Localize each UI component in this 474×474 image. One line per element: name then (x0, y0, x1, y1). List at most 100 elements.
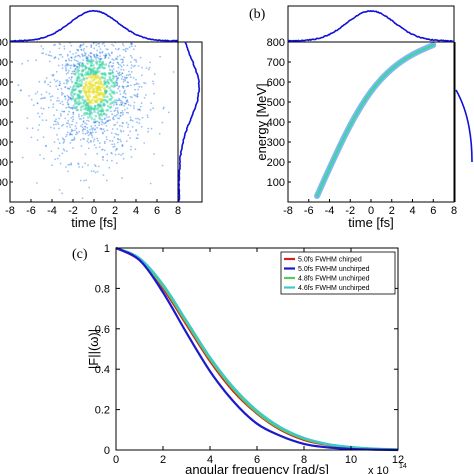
scatter-point (87, 120, 90, 122)
scatter-point (89, 133, 91, 136)
scatter-point (100, 128, 102, 131)
scatter-point (139, 109, 142, 112)
scatter-point (52, 73, 55, 76)
scatter-point (103, 87, 106, 91)
scatter-point (107, 119, 110, 122)
scatter-point (131, 96, 133, 99)
scatter-point (104, 53, 107, 55)
scatter-point (120, 100, 123, 102)
scatter-point (122, 44, 125, 47)
scatter-point (78, 131, 80, 133)
scatter-point (120, 154, 123, 157)
y-tick-label: 800 (267, 37, 285, 49)
scatter-point (93, 110, 96, 114)
scatter-point (114, 58, 117, 61)
scatter-point (121, 144, 124, 147)
scatter-point (113, 143, 116, 146)
scatter-point (95, 60, 98, 63)
scatter-point (130, 67, 133, 69)
scatter-point (122, 78, 125, 81)
panel-b-top-histogram-frame (287, 5, 455, 43)
scatter-point (126, 48, 129, 50)
scatter-point (117, 72, 120, 75)
scatter-point (89, 128, 91, 131)
scatter-point (129, 42, 132, 45)
y-tick-label: 500 (267, 97, 285, 109)
scatter-point (73, 138, 75, 141)
scatter-point (69, 97, 72, 100)
scatter-point (79, 179, 82, 182)
scatter-point (56, 134, 58, 136)
scatter-point (121, 145, 124, 148)
scatter-point (138, 108, 141, 111)
scatter-point (127, 74, 130, 77)
scatter-point (110, 96, 114, 99)
scatter-point (62, 148, 65, 151)
scatter-point (76, 63, 79, 65)
scatter-point (89, 64, 93, 67)
scatter-point (70, 133, 72, 136)
scatter-point (70, 80, 74, 84)
scatter-point (95, 90, 99, 93)
scatter-point (79, 108, 83, 112)
scatter-point (70, 162, 73, 165)
scatter-point (66, 63, 69, 65)
panel-c-label: (c) (72, 247, 88, 262)
scatter-point (123, 108, 126, 111)
panel-c: 0 2 4 6 8 10 12 0 0.2 0.4 0.6 0.8 1 angular frequency… (72, 243, 407, 474)
scatter-point (98, 165, 100, 168)
scatter-point (53, 79, 56, 81)
scatter-point (109, 98, 113, 101)
scatter-point (92, 170, 95, 173)
scatter-point (60, 114, 62, 117)
scatter-point (75, 133, 77, 136)
scatter-point (123, 92, 125, 94)
scatter-point (95, 56, 97, 59)
scatter-point (28, 95, 31, 97)
scatter-point (85, 66, 88, 70)
scatter-point (138, 122, 141, 125)
scatter-point (103, 140, 106, 143)
scatter-point (78, 54, 80, 57)
scatter-point (63, 47, 66, 50)
scatter-point (89, 107, 93, 110)
scatter-point (85, 179, 88, 182)
scatter-point (106, 78, 109, 82)
scatter-point (76, 102, 79, 105)
panel-b-y-axis-label: energy [MeV] (254, 83, 269, 160)
scatter-point (106, 159, 109, 162)
scatter-point (104, 122, 107, 124)
scatter-point (119, 54, 121, 57)
scatter-point (113, 110, 116, 112)
scatter-point (92, 140, 95, 143)
scatter-point (118, 73, 121, 76)
scatter-point (150, 127, 153, 130)
scatter-point (87, 138, 90, 140)
scatter-point (118, 153, 120, 156)
scatter-point (84, 126, 87, 128)
scatter-point (45, 145, 47, 148)
scatter-point (44, 80, 46, 83)
scatter-point (123, 76, 126, 79)
scatter-point (103, 77, 107, 80)
scatter-point (77, 49, 79, 51)
scatter-point (116, 137, 119, 140)
scatter-point (85, 106, 88, 110)
scatter-point (58, 42, 61, 45)
scatter-point (136, 121, 139, 124)
scatter-point (55, 123, 57, 126)
scatter-point (131, 126, 134, 128)
scatter-point (112, 62, 115, 65)
scatter-point (81, 126, 84, 128)
scatter-point (116, 82, 118, 84)
scatter-point (56, 157, 59, 160)
scatter-point (99, 88, 102, 92)
scatter-point (130, 64, 133, 67)
panel-a-time-projection-line (9, 9, 179, 43)
scatter-point (67, 58, 70, 60)
scatter-point (126, 107, 129, 110)
scatter-point (162, 107, 165, 110)
scatter-point (98, 57, 100, 60)
panel-c-x-axis-label: angular frequency [rad/s] (185, 462, 329, 474)
scatter-point (112, 68, 115, 70)
